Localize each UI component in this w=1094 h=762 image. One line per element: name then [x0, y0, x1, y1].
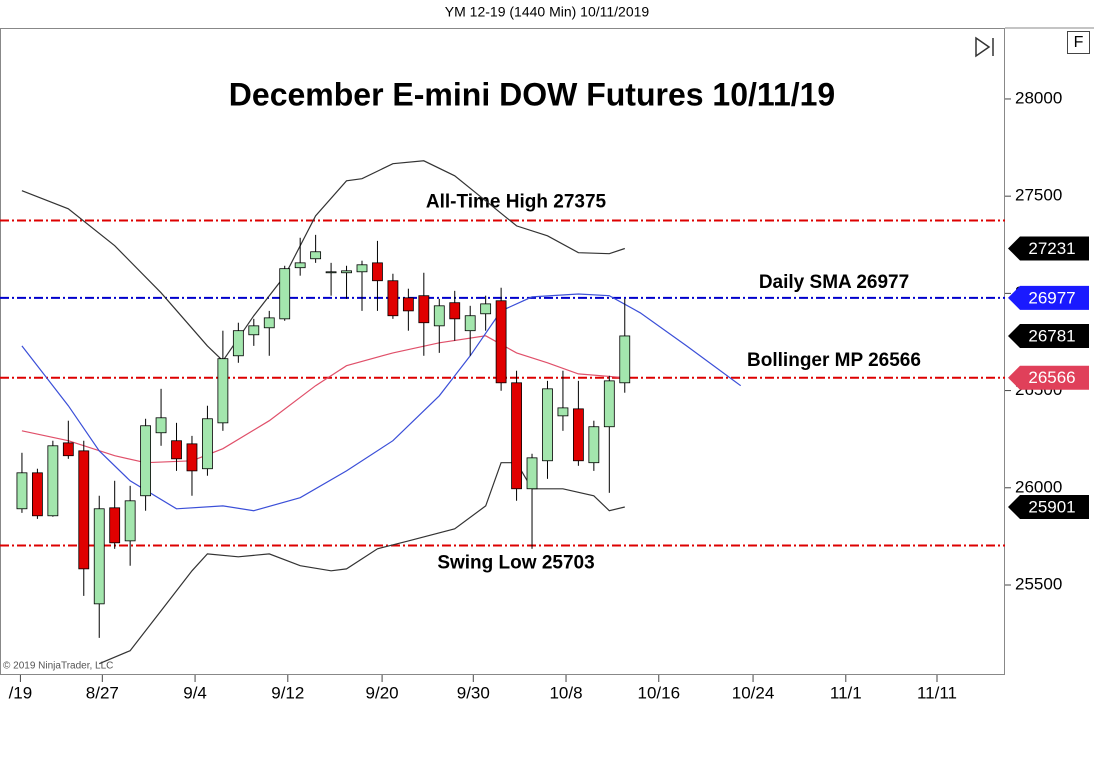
- y-tick-label: 28000: [1015, 88, 1062, 107]
- indicator-line: [98, 462, 625, 665]
- candle-body: [402, 297, 414, 312]
- scroll-icon: [975, 36, 994, 58]
- copyright: © 2019 NinjaTrader, LLC: [3, 661, 113, 672]
- x-tick-label: /19: [9, 683, 33, 702]
- x-tick-label: 10/8: [549, 683, 582, 702]
- price-tag-label: 26781: [1028, 326, 1075, 345]
- candle-body: [588, 426, 600, 464]
- candle-body: [109, 507, 121, 544]
- price-tag: [1008, 285, 1089, 310]
- candle-body: [557, 407, 569, 417]
- candle-body: [495, 300, 507, 384]
- x-tick-label: 9/20: [366, 683, 399, 702]
- candle-body: [480, 303, 492, 315]
- candle-body: [279, 268, 291, 320]
- candle-body: [341, 270, 352, 274]
- indicator-line: [21, 293, 742, 512]
- price-tag-label: 26566: [1028, 368, 1075, 387]
- price-tag-label: 26977: [1028, 288, 1075, 307]
- candle-body: [464, 315, 476, 332]
- plot-frame: [0, 28, 1005, 675]
- candle-body: [526, 457, 538, 490]
- candle-body: [202, 418, 213, 470]
- candle-body: [78, 450, 90, 570]
- panel-box: [1067, 31, 1090, 54]
- candle-body: [16, 472, 28, 510]
- candle-body: [124, 500, 136, 542]
- candle-body: [603, 380, 615, 428]
- x-tick-label: 10/24: [732, 683, 775, 702]
- candle-body: [542, 388, 553, 462]
- candle-body: [32, 472, 43, 517]
- candle-body: [171, 440, 182, 460]
- candle-body: [47, 445, 59, 517]
- candle-body: [387, 280, 399, 317]
- price-tag: [1008, 236, 1089, 261]
- candle-body: [93, 508, 105, 605]
- candle-body: [372, 262, 383, 282]
- x-tick-label: 8/27: [86, 683, 119, 702]
- candle-body: [310, 251, 322, 260]
- candle-body: [62, 442, 74, 457]
- x-tick-label: 11/1: [830, 683, 862, 702]
- price-tag: [1008, 495, 1089, 520]
- candle-body: [294, 262, 306, 269]
- y-tick-label: 26000: [1015, 477, 1062, 496]
- y-tick-label: 25500: [1015, 574, 1062, 593]
- price-tag: [1008, 323, 1089, 348]
- price-tag: [1008, 365, 1089, 390]
- annotation: Bollinger MP 26566: [747, 350, 921, 371]
- candle-body: [232, 330, 244, 357]
- annotation: Daily SMA 26977: [759, 272, 909, 293]
- candle-body: [572, 408, 584, 462]
- x-tick-label: 9/12: [271, 683, 304, 702]
- price-tag-label: 25901: [1028, 498, 1075, 517]
- candle-body: [449, 302, 461, 320]
- candle-body: [433, 305, 445, 327]
- annotation: Swing Low 25703: [437, 553, 594, 574]
- candle-body: [263, 317, 275, 329]
- panel-label: F: [1074, 34, 1084, 51]
- y-tick-label: 27500: [1015, 186, 1062, 205]
- candle-body: [511, 382, 522, 490]
- x-tick-label: 9/30: [457, 683, 490, 702]
- candle-body: [140, 425, 152, 497]
- x-tick-label: 10/16: [637, 683, 680, 702]
- candle-body: [186, 443, 198, 472]
- chart-title: December E-mini DOW Futures 10/11/19: [229, 76, 835, 112]
- candle-body: [325, 271, 337, 274]
- indicator-line: [21, 160, 625, 362]
- x-tick-label: 11/11: [917, 683, 957, 702]
- candle-body: [248, 325, 260, 336]
- x-tick-label: 9/4: [183, 683, 207, 702]
- candle-body: [619, 335, 631, 384]
- header: YM 12-19 (1440 Min) 10/11/2019: [445, 4, 650, 20]
- candle-body: [418, 295, 430, 324]
- candle-body: [356, 264, 368, 273]
- candle-body: [217, 358, 229, 424]
- indicator-line: [21, 335, 625, 464]
- candle-body: [155, 417, 167, 434]
- price-tag-label: 27231: [1028, 239, 1075, 258]
- annotation: All-Time High 27375: [426, 191, 607, 212]
